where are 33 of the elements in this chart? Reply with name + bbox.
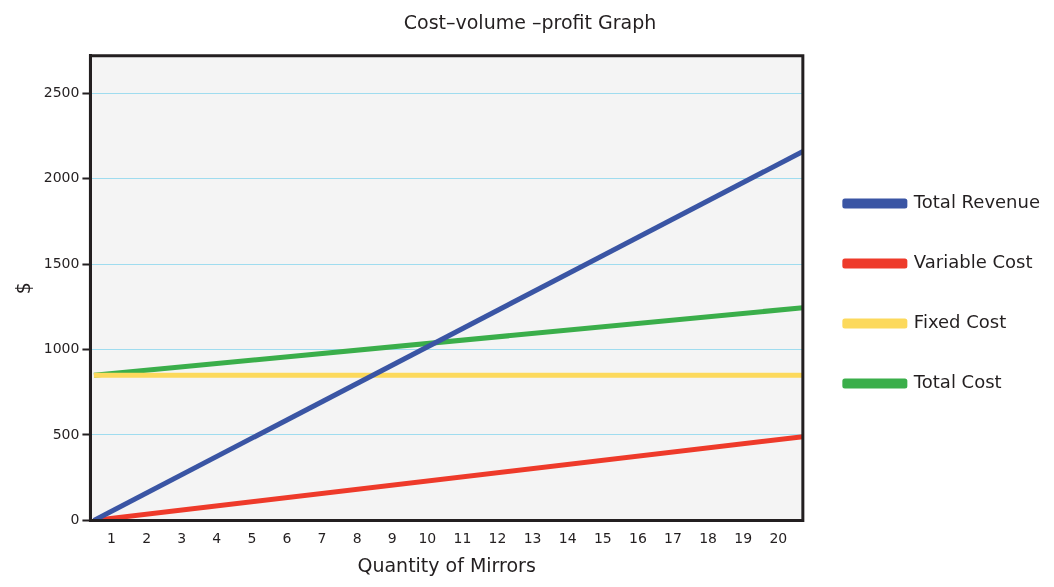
y-tick-label: 1500	[43, 254, 80, 271]
x-tick-label: 11	[453, 530, 472, 547]
y-tick-label: 500	[52, 425, 80, 442]
x-tick-label: 13	[523, 530, 542, 547]
x-tick-label: 6	[282, 530, 292, 547]
x-tick-label: 4	[212, 530, 222, 547]
y-tick-label: 2000	[43, 169, 80, 186]
x-tick-label: 7	[317, 530, 327, 547]
y-axis-title: $	[12, 282, 35, 295]
x-tick-label: 12	[488, 530, 507, 547]
x-tick-label: 19	[734, 530, 753, 547]
x-tick-label: 9	[387, 530, 397, 547]
y-tick-label: 1000	[43, 340, 80, 357]
x-tick-label: 3	[177, 530, 187, 547]
x-tick-label: 1	[107, 530, 116, 547]
y-tick-label: 2500	[43, 84, 80, 101]
x-tick-label: 17	[664, 530, 682, 547]
legend-label: Total Cost	[912, 371, 1002, 393]
x-tick-label: 10	[418, 530, 437, 547]
x-tick-label: 14	[558, 530, 577, 547]
x-tick-label: 5	[247, 530, 257, 547]
x-tick-label: 18	[699, 530, 718, 547]
x-tick-label: 20	[769, 530, 788, 547]
x-tick-label: 16	[628, 530, 647, 547]
chart-title: Cost–volume –profit Graph	[403, 11, 657, 34]
y-tick-label: 0	[70, 511, 80, 528]
legend-label: Fixed Cost	[913, 311, 1007, 333]
x-tick-label: 2	[142, 530, 152, 547]
legend-label: Total Revenue	[912, 191, 1041, 213]
x-tick-label: 15	[593, 530, 612, 547]
x-tick-label: 8	[352, 530, 362, 547]
x-axis-title: Quantity of Mirrors	[357, 553, 536, 576]
legend-label: Variable Cost	[913, 251, 1033, 273]
